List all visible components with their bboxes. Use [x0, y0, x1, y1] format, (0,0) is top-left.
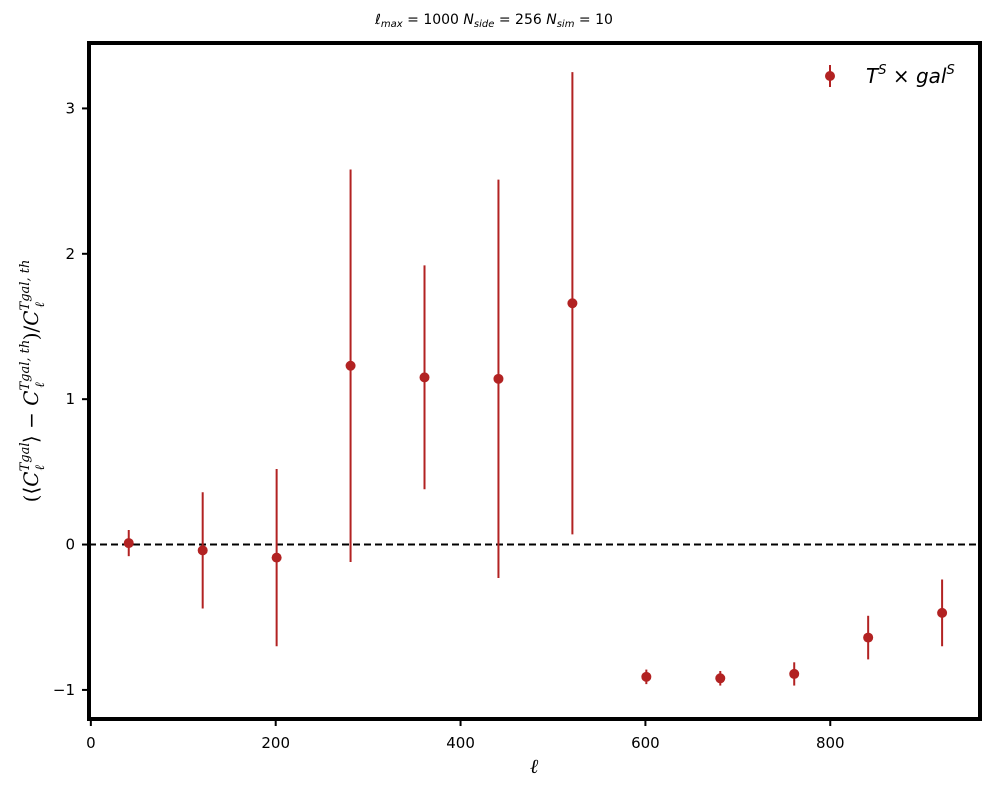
data-point — [937, 607, 948, 618]
axis-ticks: 0 200 400 600 800 −1 0 1 2 3 — [53, 99, 845, 752]
data-point — [123, 538, 134, 549]
x-tick-label: 200 — [261, 734, 290, 752]
data-point — [419, 372, 430, 383]
data-point — [271, 552, 282, 563]
plot-area — [89, 72, 980, 686]
plot-frame — [87, 41, 982, 721]
chart-title: ℓmax = 1000 Nside = 256 Nsim = 10 — [374, 12, 613, 30]
data-point — [345, 360, 356, 371]
data-point — [789, 668, 800, 679]
x-tick-label: 0 — [86, 734, 96, 752]
x-tick-label: 800 — [816, 734, 845, 752]
legend: TS × galS — [825, 63, 955, 88]
legend-marker — [825, 71, 835, 81]
data-point — [715, 673, 726, 684]
legend-label: TS × galS — [866, 63, 955, 88]
y-tick-label: 0 — [65, 536, 75, 554]
x-tick-label: 600 — [631, 734, 660, 752]
y-tick-label: 3 — [65, 99, 75, 117]
data-point — [641, 671, 652, 682]
data-point — [567, 298, 578, 309]
y-axis-label: (⟨CTgalℓ⟩ − CTgal, thℓ)/CTgal, thℓ — [18, 260, 48, 503]
y-tick-label: 2 — [65, 245, 75, 263]
x-axis-label: ℓ — [530, 754, 539, 778]
x-tick-label: 400 — [446, 734, 475, 752]
data-point — [493, 373, 504, 384]
data-point — [197, 545, 208, 556]
y-tick-label: −1 — [53, 681, 75, 699]
y-tick-label: 1 — [65, 390, 75, 408]
data-point — [863, 632, 874, 643]
